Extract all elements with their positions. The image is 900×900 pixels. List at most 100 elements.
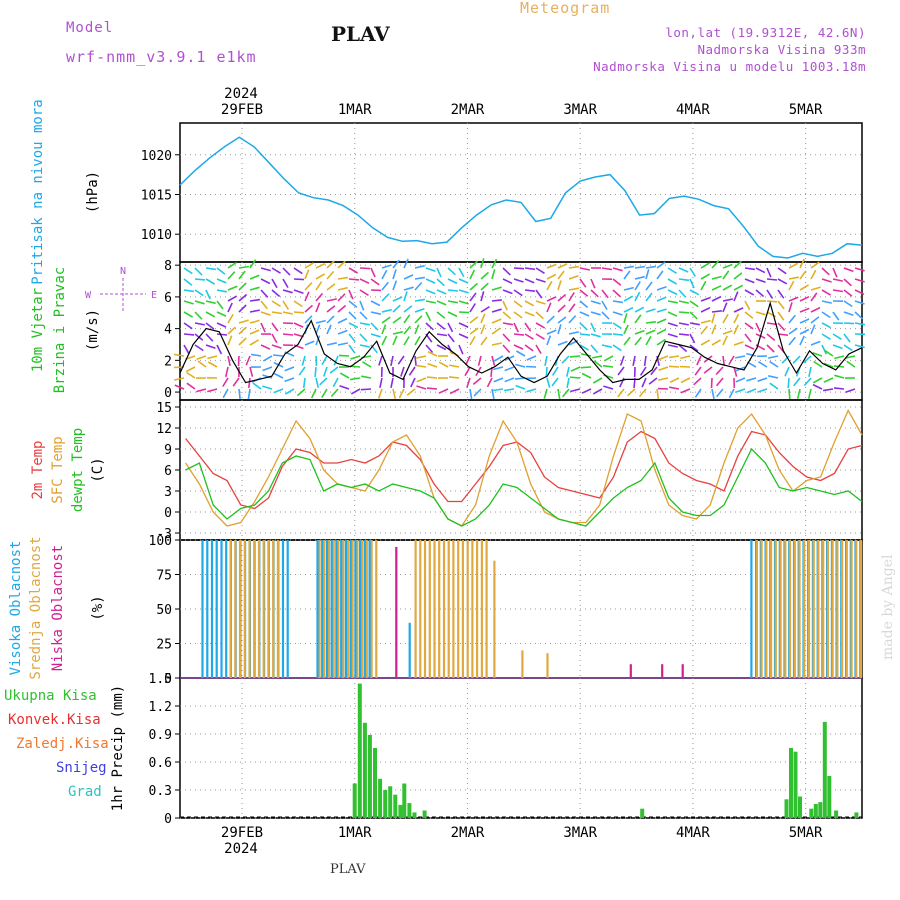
- wind-arrow: [590, 300, 601, 305]
- wind-arrow: [378, 355, 383, 366]
- wind-arrow: [238, 265, 250, 269]
- wind-ytick-label: 0: [164, 386, 172, 401]
- cloud-bar: [248, 540, 251, 678]
- wind-arrow: [194, 278, 206, 281]
- wind-arrow: [821, 289, 832, 296]
- model-elevation-label: Nadmorska Visina u modelu 1003.18m: [593, 59, 866, 74]
- wind-arrow: [623, 295, 634, 302]
- wind-arrow: [337, 317, 348, 324]
- wind-arrow: [543, 388, 548, 399]
- top-day-label: 29FEB: [221, 102, 263, 118]
- wind-arrow: [744, 322, 754, 330]
- wind-arrow: [205, 267, 217, 271]
- wind-arrow: [650, 366, 658, 376]
- wind-arrow: [326, 270, 335, 280]
- wind-arrow: [480, 282, 489, 291]
- wind-arrow: [711, 339, 722, 346]
- wind-arrow: [735, 377, 746, 383]
- wind-arrow: [302, 377, 306, 389]
- wind-arrow: [271, 311, 283, 315]
- temperature-ytick-label: -3: [156, 527, 172, 542]
- wind-arrow: [491, 318, 502, 324]
- wind-arrow: [238, 304, 247, 313]
- wind-arrow: [843, 300, 853, 308]
- wind-arrow: [416, 385, 427, 390]
- wind-arrow: [392, 316, 402, 324]
- wind-arrow: [810, 261, 820, 269]
- wind-arrow: [525, 365, 537, 368]
- wind-arrow: [216, 267, 226, 275]
- wind-arrow: [260, 300, 268, 310]
- wind-arrow: [733, 307, 744, 313]
- temperature-ytick-label: 6: [164, 464, 172, 479]
- wind-arrow: [194, 300, 205, 305]
- wind-arrow: [326, 298, 337, 302]
- wind-arrow: [458, 322, 469, 328]
- wind-arrow: [744, 289, 755, 296]
- wind-arrow: [349, 377, 361, 381]
- wind-arrow: [284, 377, 295, 383]
- wind-arrow: [854, 267, 865, 272]
- wind-arrow: [370, 300, 381, 307]
- wind-arrow: [216, 278, 227, 284]
- wind-arrow: [504, 366, 515, 372]
- wind-arrow: [810, 286, 821, 291]
- wind-arrow: [513, 289, 523, 297]
- wind-arrow: [722, 355, 726, 367]
- cloud-ytick-label: 50: [156, 603, 172, 618]
- wind-arrow: [427, 350, 438, 357]
- wind-arrow: [710, 377, 713, 389]
- cloud-bar: [798, 540, 801, 678]
- wind-arrow: [832, 278, 843, 282]
- cloud-bar: [521, 650, 524, 678]
- pressure-ytick-label: 1015: [141, 188, 172, 203]
- wind-arrow: [788, 262, 799, 269]
- wind-ylabel: 10m Vjetar: [30, 288, 46, 372]
- wind-arrow: [744, 267, 756, 271]
- wind-arrow: [799, 270, 807, 280]
- wind-arrow: [803, 377, 812, 387]
- wind-arrow: [491, 269, 496, 280]
- wind-arrow: [766, 311, 777, 318]
- precip-bar: [813, 804, 818, 818]
- wind-arrow: [678, 289, 687, 298]
- wind-arrow: [634, 281, 641, 291]
- wind-arrow: [449, 376, 460, 379]
- precip-bar: [362, 722, 367, 818]
- wind-arrow: [360, 388, 372, 391]
- wind-arrow: [656, 286, 667, 291]
- wind-arrow: [711, 310, 722, 313]
- wind-arrow: [216, 344, 223, 355]
- wind-arrow: [491, 388, 495, 399]
- wind-arrow: [304, 304, 314, 313]
- wind-arrow: [491, 355, 496, 366]
- wind-arrow: [416, 355, 427, 359]
- cloud-bar: [765, 540, 768, 678]
- wind-arrow: [414, 281, 423, 291]
- wind-arrow: [592, 377, 603, 384]
- precip-bar: [393, 794, 398, 818]
- wind-arrow: [205, 311, 216, 318]
- wind-arrow: [602, 364, 614, 368]
- wind-arrow: [535, 344, 542, 355]
- wind-arrow: [645, 265, 657, 269]
- wind-arrow: [397, 355, 405, 365]
- wind-arrow: [333, 355, 339, 366]
- wind-arrow: [196, 388, 207, 393]
- wind-arrow: [678, 322, 689, 326]
- wind-arrow: [733, 313, 740, 324]
- bottom-day-label: 29FEB: [221, 825, 263, 841]
- wind-arrow: [271, 333, 278, 344]
- wind-arrow: [711, 324, 717, 335]
- wind-arrow: [777, 300, 785, 310]
- precip-bar: [640, 808, 645, 818]
- wind-arrow: [678, 300, 689, 304]
- wind-arrow: [173, 353, 185, 357]
- wind-arrow: [546, 377, 551, 388]
- cloud-bar: [471, 540, 474, 678]
- wind-arrow: [546, 315, 555, 324]
- wind-arrow: [821, 300, 832, 304]
- compass-north: N: [120, 266, 126, 277]
- wind-arrow: [339, 372, 350, 379]
- precip-ytick-label: 0: [164, 812, 172, 827]
